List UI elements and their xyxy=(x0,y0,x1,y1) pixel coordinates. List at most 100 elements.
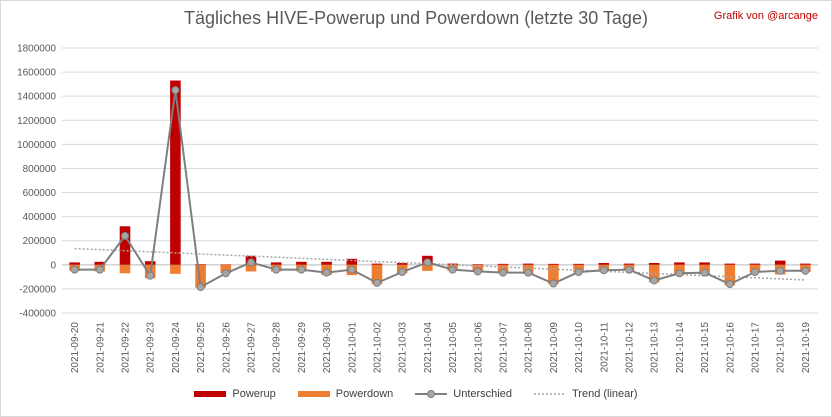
bar-powerup xyxy=(522,263,534,265)
x-tick-label: 2021-10-04 xyxy=(423,322,434,374)
bar-powerup xyxy=(396,263,408,265)
bar-powerup xyxy=(371,263,383,265)
bar-powerup xyxy=(623,263,635,265)
legend: Powerup Powerdown Unterschied Trend (lin… xyxy=(0,388,832,400)
x-tick-label: 2021-10-11 xyxy=(599,322,610,373)
unterschied-point xyxy=(499,268,507,277)
chart-title: Tägliches HIVE-Powerup und Powerdown (le… xyxy=(184,8,648,28)
x-tick-label: 2021-10-13 xyxy=(650,322,661,374)
bar-powerup xyxy=(472,264,484,265)
unterschied-point xyxy=(574,268,583,277)
x-tick-label: 2021-09-24 xyxy=(171,322,182,374)
unterschied-point xyxy=(751,268,759,277)
x-tick-label: 2021-09-23 xyxy=(146,322,157,374)
unterschied-point xyxy=(247,258,255,267)
unterschied-point xyxy=(196,283,205,292)
bar-powerup xyxy=(573,263,584,265)
bar-powerup xyxy=(220,264,232,265)
x-tick-label: 2021-09-27 xyxy=(247,322,258,374)
x-tick-label: 2021-10-02 xyxy=(373,322,384,374)
x-tick-label: 2021-10-14 xyxy=(675,322,686,374)
bar-powerup xyxy=(548,263,559,265)
x-tick-label: 2021-09-22 xyxy=(121,322,132,374)
unterschied-point xyxy=(121,231,129,240)
y-tick-label: 0 xyxy=(50,260,56,271)
legend-label-unterschied: Unterschied xyxy=(453,388,512,400)
unterschied-point xyxy=(398,268,407,277)
x-tick-label: 2021-09-21 xyxy=(95,322,106,374)
x-tick-label: 2021-09-30 xyxy=(322,322,333,374)
bar-powerdown xyxy=(195,264,206,288)
x-tick-label: 2021-09-20 xyxy=(70,322,81,374)
x-tick-label: 2021-10-18 xyxy=(776,322,787,374)
y-tick-label: 400000 xyxy=(23,212,57,223)
bar-powerdown xyxy=(422,264,433,271)
legend-label-powerdown: Powerdown xyxy=(335,388,394,400)
unterschied-point xyxy=(625,265,633,274)
bar-powerup xyxy=(724,263,736,265)
legend-swatch-trend xyxy=(533,393,566,395)
unterschied-point xyxy=(776,266,785,275)
unterschied-point xyxy=(473,267,482,276)
unterschied-point xyxy=(146,271,155,280)
x-tick-label: 2021-10-16 xyxy=(725,322,736,374)
bar-powerup xyxy=(699,262,710,265)
bar-powerdown xyxy=(548,264,559,285)
legend-label-powerup: Powerup xyxy=(232,388,276,400)
unterschied-point xyxy=(725,280,734,289)
x-tick-label: 2021-10-15 xyxy=(700,322,711,374)
bar-powerup xyxy=(749,263,761,265)
y-tick-label: 600000 xyxy=(23,188,57,199)
legend-swatch-unterschied xyxy=(415,390,448,398)
unterschied-point xyxy=(70,265,79,274)
y-tick-label: 1400000 xyxy=(17,92,56,103)
unterschied-point xyxy=(423,258,432,267)
x-tick-label: 2021-10-17 xyxy=(751,322,762,374)
bar-powerup xyxy=(144,261,156,265)
bar-powerdown xyxy=(220,264,232,274)
unterschied-point xyxy=(322,268,331,277)
trend-line xyxy=(74,247,806,281)
legend-item-powerdown: Powerdown xyxy=(297,388,394,400)
unterschied-point xyxy=(524,268,533,277)
legend-swatch-powerup xyxy=(194,391,227,397)
bar-powerup xyxy=(800,263,811,265)
bar-powerup xyxy=(774,260,786,265)
x-tick-label: 2021-09-26 xyxy=(221,322,232,374)
legend-item-powerup: Powerup xyxy=(194,388,276,400)
unterschied-point xyxy=(347,265,356,274)
bar-powerdown xyxy=(119,264,131,274)
y-tick-label: -200000 xyxy=(19,284,56,295)
x-tick-label: 2021-09-29 xyxy=(297,322,308,374)
legend-item-trend: Trend (linear) xyxy=(533,388,638,400)
unterschied-point xyxy=(700,268,709,277)
y-tick-label: 1800000 xyxy=(17,44,56,55)
credit-label: Grafik von @arcange xyxy=(713,10,818,22)
bar-powerdown xyxy=(371,264,383,285)
y-tick-label: 1600000 xyxy=(17,68,56,79)
unterschied-point xyxy=(650,276,659,285)
bar-powerup xyxy=(447,263,458,265)
x-tick-label: 2021-10-07 xyxy=(499,322,510,374)
unterschied-point xyxy=(448,265,457,274)
bar-powerup xyxy=(69,262,80,265)
bar-powerup xyxy=(648,263,660,265)
unterschied-point xyxy=(373,278,381,287)
x-tick-label: 2021-10-08 xyxy=(524,322,535,374)
y-tick-label: 800000 xyxy=(23,164,57,175)
bar-powerup xyxy=(296,261,307,265)
unterschied-point xyxy=(221,269,230,278)
x-tick-label: 2021-10-01 xyxy=(347,322,358,374)
bar-powerup xyxy=(346,258,358,265)
bar-powerup xyxy=(94,261,106,265)
unterschied-point xyxy=(599,266,608,275)
bar-powerdown xyxy=(245,264,257,272)
bar-powerup xyxy=(195,264,206,265)
y-tick-label: 1200000 xyxy=(17,116,56,127)
unterschied-point xyxy=(95,265,104,274)
bar-powerup xyxy=(270,262,282,265)
x-tick-label: 2021-10-10 xyxy=(574,322,585,374)
legend-swatch-powerdown xyxy=(297,391,330,397)
